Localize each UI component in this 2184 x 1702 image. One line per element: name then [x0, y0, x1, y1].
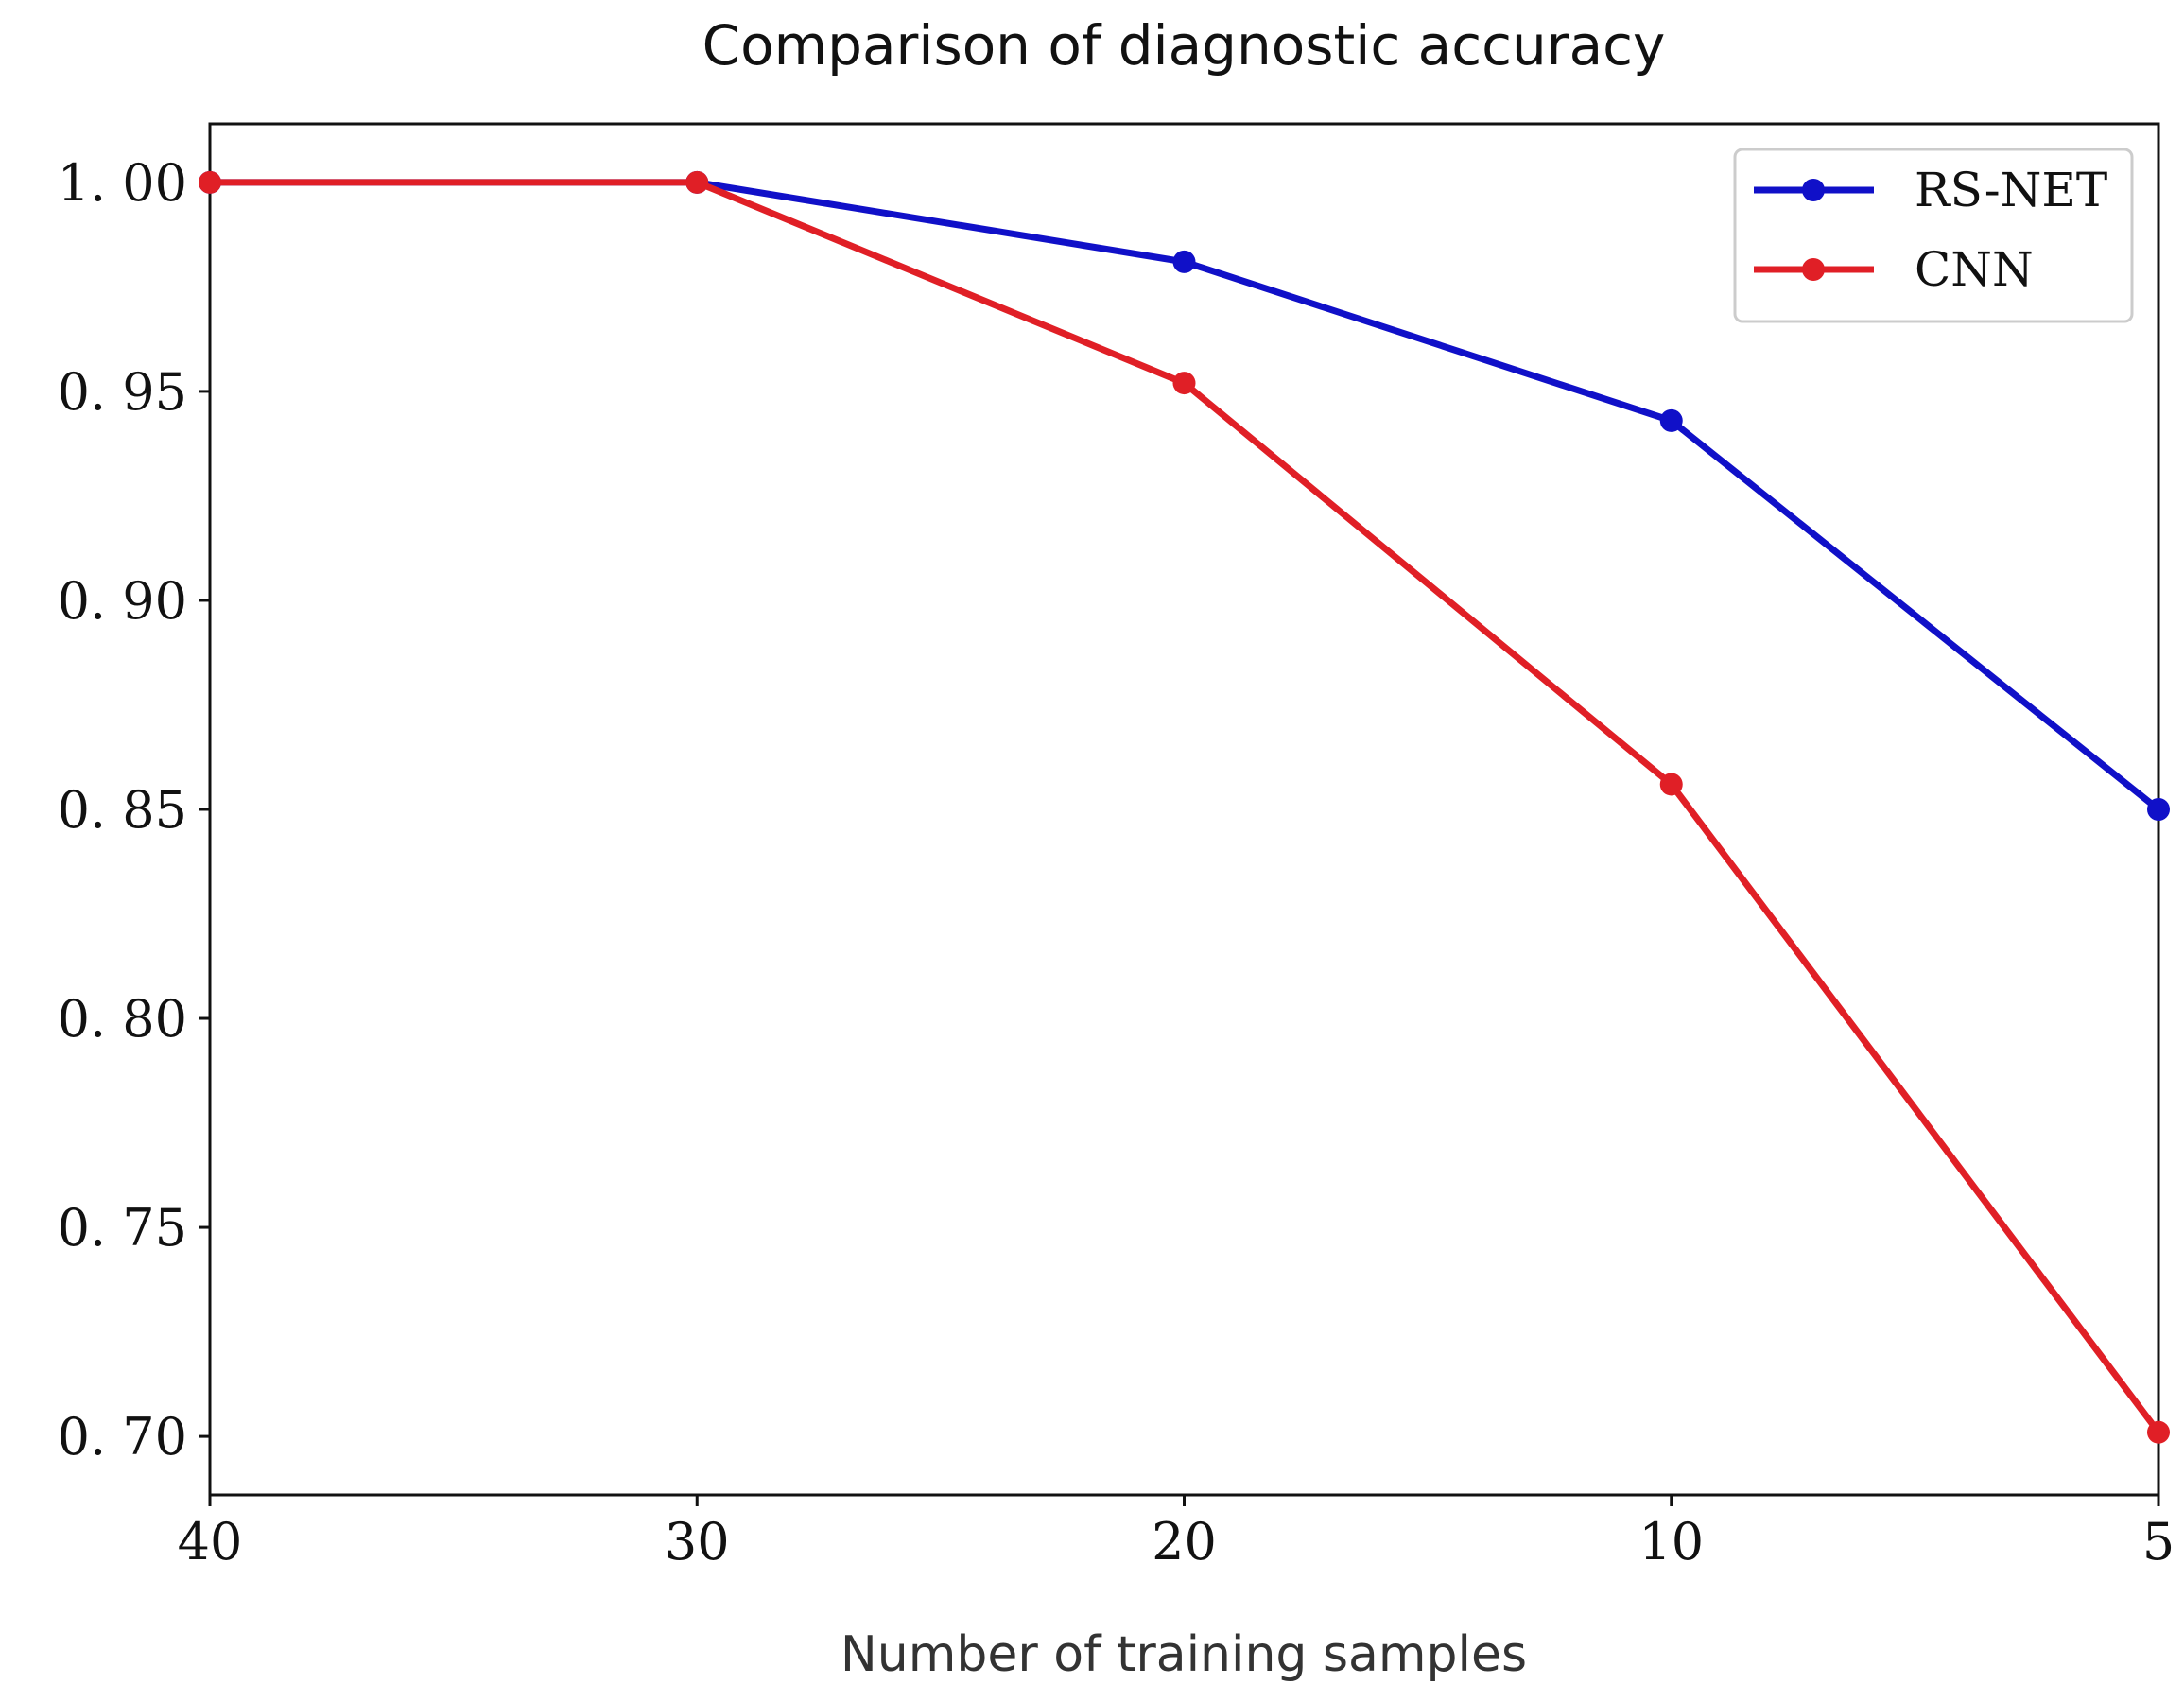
- series-line: [206, 179, 2162, 1436]
- data-point: [199, 170, 221, 194]
- x-axis-label: Number of training samples: [841, 1626, 1527, 1683]
- x-tick-label: 40: [178, 1512, 243, 1572]
- x-tick-label: 10: [1638, 1512, 1704, 1572]
- x-tick-label: 5: [2142, 1512, 2175, 1572]
- data-point: [2147, 798, 2170, 821]
- x-tick-label: 20: [1152, 1512, 1217, 1572]
- data-point: [685, 170, 709, 194]
- y-axis: 1. 00 0. 95 0. 90 0. 85 0. 80 0. 75 0. 70: [58, 153, 210, 1467]
- plot-area-frame: [208, 122, 2160, 1497]
- legend-item: RS-NET: [1754, 163, 2107, 217]
- chart-title: Comparison of diagnostic accuracy: [702, 13, 1666, 78]
- series-cnn: [199, 170, 2170, 1444]
- data-point: [1659, 773, 1683, 796]
- data-point: [1172, 250, 1196, 273]
- legend-label: CNN: [1915, 242, 2034, 297]
- x-tick-label: 30: [665, 1512, 730, 1572]
- series-layer: [199, 170, 2170, 1444]
- data-point: [1659, 408, 1683, 432]
- legend-item: CNN: [1754, 242, 2034, 297]
- legend-label: RS-NET: [1915, 163, 2107, 217]
- y-tick-label: 0. 95: [58, 362, 187, 422]
- y-tick-label: 0. 75: [58, 1198, 187, 1258]
- data-point: [2147, 1420, 2170, 1444]
- y-tick-label: 0. 70: [58, 1407, 187, 1467]
- y-tick-label: 0. 85: [58, 780, 187, 840]
- legend: RS-NET CNN: [1733, 148, 2134, 323]
- y-tick-label: 0. 90: [58, 571, 187, 631]
- x-axis: 40 30 20 10 5: [178, 1495, 2175, 1572]
- y-tick-label: 0. 80: [58, 989, 187, 1049]
- y-tick-label: 1. 00: [58, 153, 187, 213]
- data-point: [1172, 372, 1196, 395]
- legend-marker: [1802, 258, 1825, 281]
- legend-marker: [1802, 179, 1825, 201]
